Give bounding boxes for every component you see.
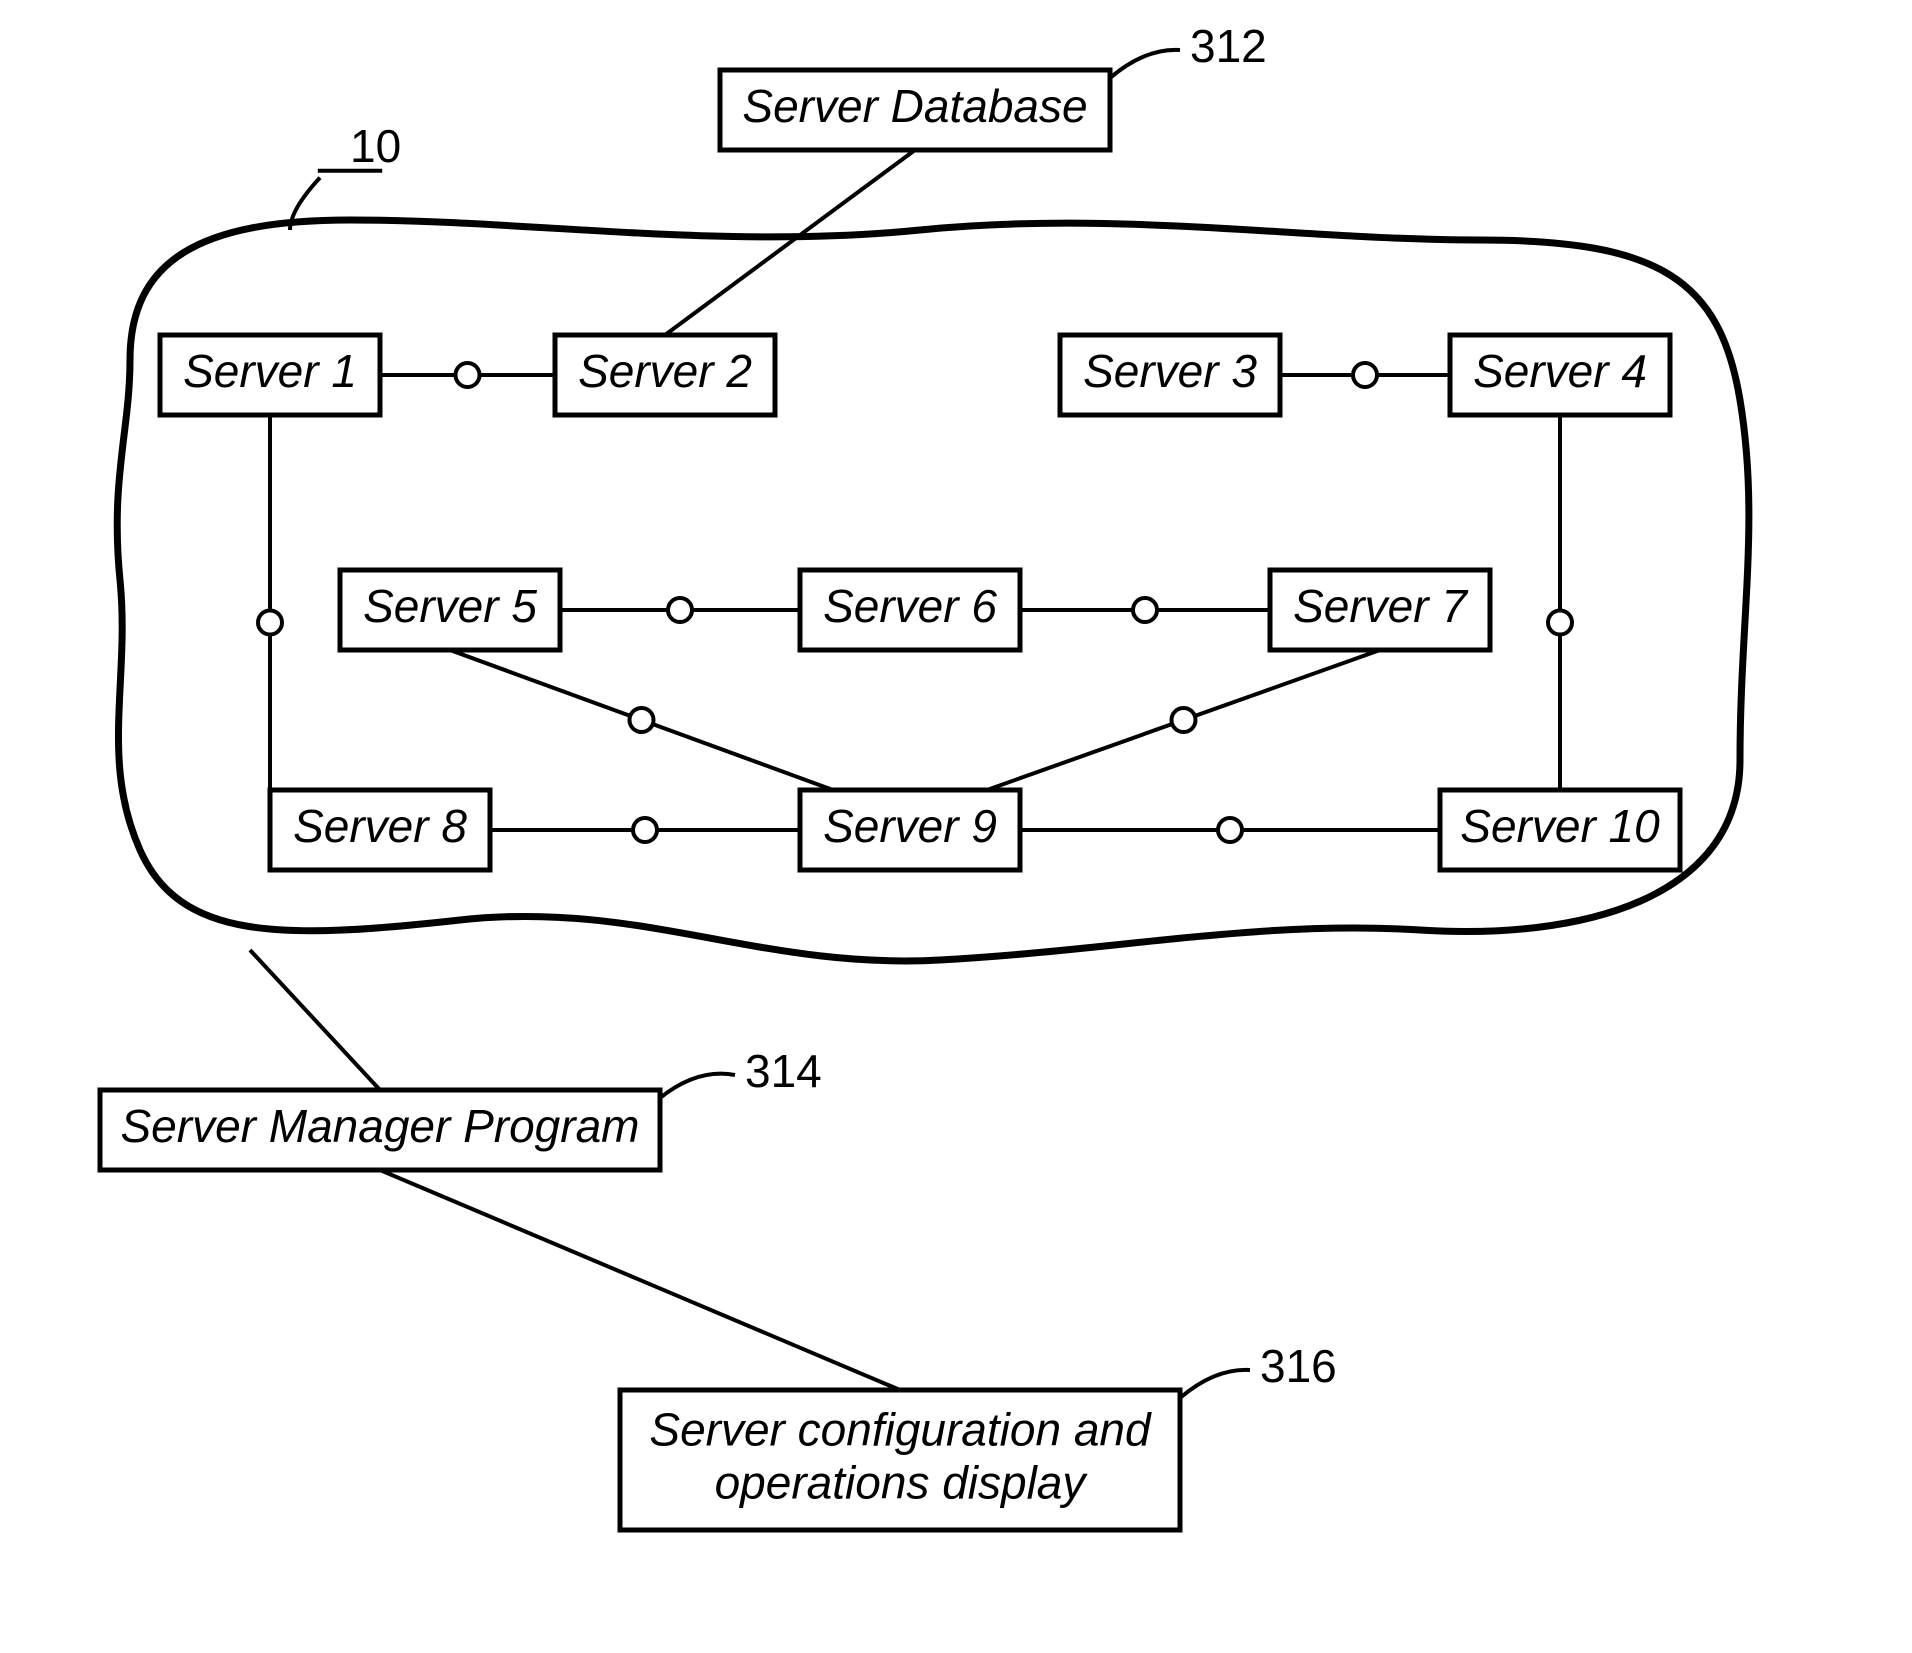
node-label-s8: Server 8 [293,800,467,852]
external-conn-1 [380,1170,900,1390]
node-label-s6: Server 6 [823,580,997,632]
node-label-s3: Server 3 [1083,345,1257,397]
edge-dot-s5-s6 [668,598,692,622]
node-label-s10: Server 10 [1460,800,1660,852]
ref-leader-scod [1180,1370,1250,1398]
edge-dot-s6-s7 [1133,598,1157,622]
node-label-s1: Server 1 [183,345,357,397]
edge-dot-s5-s9 [630,708,654,732]
ref-label-smp: 314 [745,1045,822,1097]
edge-dot-s1-s8 [258,611,282,635]
edge-dot-s8-s9 [633,818,657,842]
cluster-ref-label: 10 [350,120,401,172]
edge-db-s2 [665,150,915,335]
node-label-s7: Server 7 [1293,580,1468,632]
edge-dot-s9-s10 [1218,818,1242,842]
node-label-s4: Server 4 [1473,345,1647,397]
edge-dot-s3-s4 [1353,363,1377,387]
ref-label-db: 312 [1190,20,1267,72]
edge-dot-s1-s2 [456,363,480,387]
edge-dot-s4-s10 [1548,611,1572,635]
external-conn-0 [250,950,380,1090]
edge-s4-s10 [1560,415,1680,830]
node-label-s9: Server 9 [823,800,997,852]
ref-leader-db [1110,50,1180,78]
node-label-db: Server Database [742,80,1087,132]
node-label-smp: Server Manager Program [121,1100,640,1152]
ref-leader-smp [660,1074,735,1098]
node-label-s2: Server 2 [578,345,752,397]
node-label-s5: Server 5 [363,580,537,632]
node-label-scod: Server configuration andoperations displ… [649,1404,1152,1509]
server-network-diagram: Server Database 312 Server 1 Server 2 Server… [0,0,1912,1653]
ref-label-scod: 316 [1260,1340,1337,1392]
edge-dot-s7-s9 [1172,708,1196,732]
